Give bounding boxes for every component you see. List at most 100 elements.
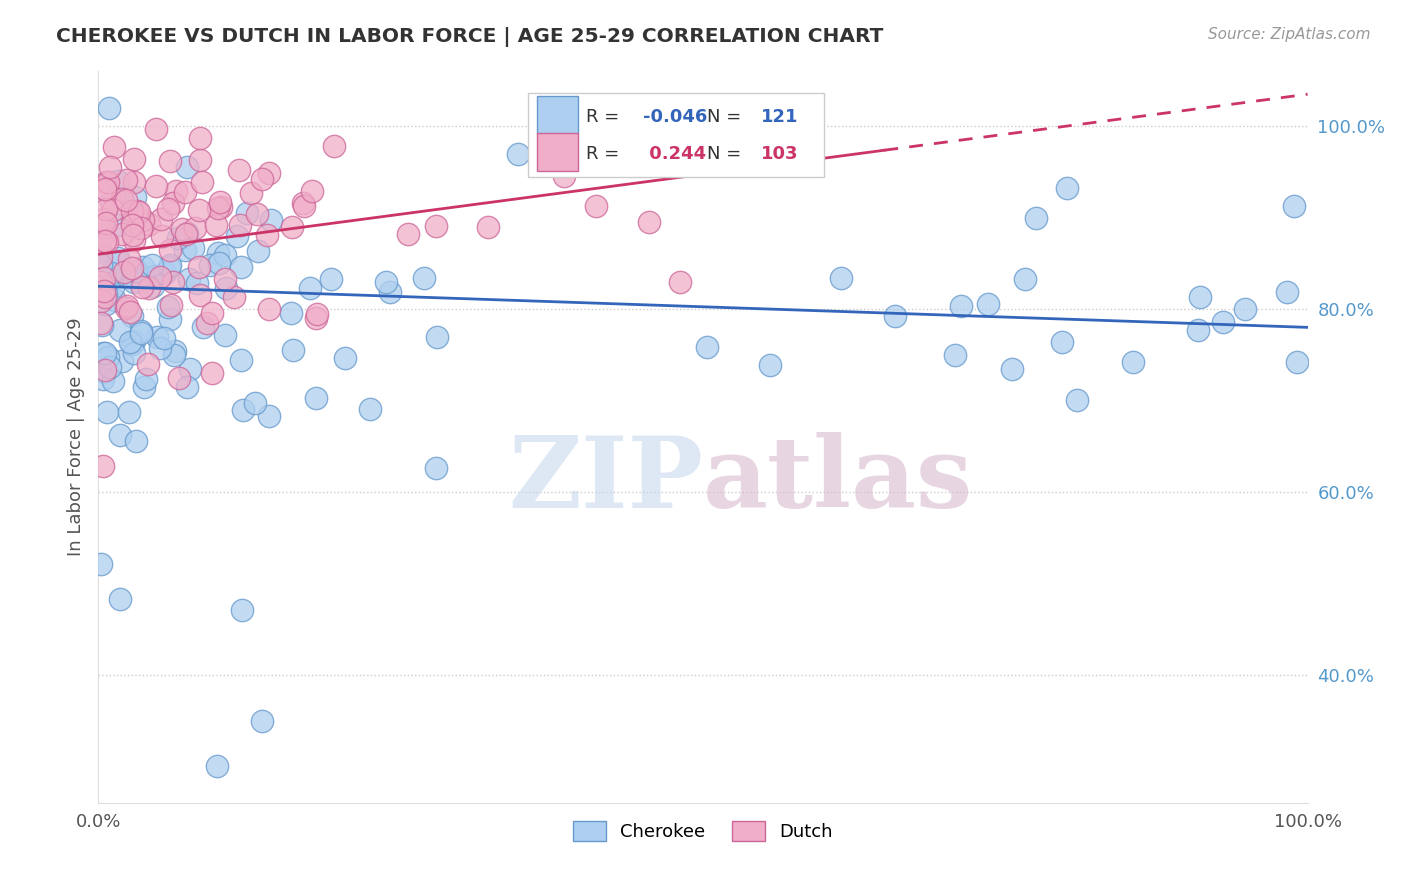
Point	[105, 218, 128, 232]
Point	[115, 193, 138, 207]
Point	[884, 309, 907, 323]
Point	[188, 202, 211, 217]
Point	[157, 300, 180, 314]
Point	[1282, 199, 1305, 213]
Point	[93, 284, 115, 298]
Point	[121, 260, 143, 275]
Point	[107, 174, 129, 188]
Point	[159, 260, 181, 274]
Point	[1212, 315, 1234, 329]
Point	[252, 171, 274, 186]
Point	[319, 272, 342, 286]
Point	[280, 306, 302, 320]
FancyBboxPatch shape	[537, 134, 578, 171]
Point	[163, 343, 186, 358]
Point	[122, 334, 145, 348]
Point	[208, 255, 231, 269]
Point	[108, 592, 131, 607]
Point	[1050, 334, 1073, 349]
Point	[125, 434, 148, 449]
Text: 103: 103	[761, 145, 799, 163]
Point	[359, 402, 381, 417]
Point	[950, 299, 973, 313]
Point	[201, 306, 224, 320]
Point	[96, 175, 118, 189]
Point	[301, 185, 323, 199]
Point	[93, 219, 115, 234]
Point	[830, 271, 852, 285]
Point	[124, 190, 146, 204]
Point	[100, 271, 122, 285]
Point	[121, 309, 143, 323]
Point	[149, 341, 172, 355]
Point	[188, 130, 211, 145]
Point	[153, 331, 176, 345]
Point	[93, 234, 115, 248]
Text: CHEROKEE VS DUTCH IN LABOR FORCE | AGE 25-29 CORRELATION CHART: CHEROKEE VS DUTCH IN LABOR FORCE | AGE 2…	[56, 27, 883, 46]
Point	[553, 169, 575, 183]
Point	[149, 269, 172, 284]
Point	[758, 358, 780, 372]
Point	[96, 235, 118, 250]
Point	[101, 280, 124, 294]
Point	[125, 203, 148, 218]
Text: R =: R =	[586, 145, 619, 163]
Point	[236, 206, 259, 220]
Point	[115, 301, 138, 315]
Point	[118, 304, 141, 318]
Point	[93, 211, 115, 226]
Point	[94, 365, 117, 379]
FancyBboxPatch shape	[527, 94, 824, 178]
Text: N =: N =	[707, 145, 741, 163]
Point	[117, 300, 139, 314]
Point	[94, 287, 117, 301]
Point	[375, 275, 398, 289]
Point	[186, 276, 208, 290]
Point	[122, 152, 145, 166]
Point	[146, 330, 169, 344]
Point	[121, 337, 143, 351]
Point	[291, 196, 314, 211]
Point	[124, 275, 146, 289]
Point	[93, 285, 115, 300]
Point	[305, 307, 328, 321]
Point	[298, 281, 321, 295]
Point	[90, 275, 112, 289]
Point	[176, 380, 198, 394]
Point	[188, 287, 211, 301]
Point	[129, 220, 152, 235]
Point	[104, 268, 127, 283]
Point	[108, 323, 131, 337]
Point	[167, 231, 190, 245]
Point	[1187, 322, 1209, 336]
Point	[260, 213, 283, 227]
Point	[98, 161, 121, 175]
Point	[977, 297, 1000, 311]
Point	[477, 220, 499, 235]
Point	[103, 140, 125, 154]
Point	[195, 316, 218, 330]
Point	[205, 219, 228, 233]
Point	[121, 219, 143, 233]
Point	[100, 266, 122, 280]
Point	[1014, 272, 1036, 286]
Point	[188, 153, 211, 167]
Point	[214, 271, 236, 285]
Point	[250, 714, 273, 728]
Point	[145, 178, 167, 193]
Point	[232, 403, 254, 417]
Text: R =: R =	[586, 108, 619, 126]
Point	[91, 372, 114, 386]
Point	[135, 372, 157, 386]
Point	[96, 216, 118, 230]
Point	[153, 266, 176, 280]
Point	[176, 227, 198, 241]
Point	[112, 265, 135, 279]
Point	[305, 391, 328, 405]
Point	[90, 258, 112, 272]
Point	[198, 258, 221, 272]
Point	[110, 354, 132, 368]
Point	[143, 268, 166, 283]
Point	[107, 251, 129, 265]
Point	[159, 154, 181, 169]
